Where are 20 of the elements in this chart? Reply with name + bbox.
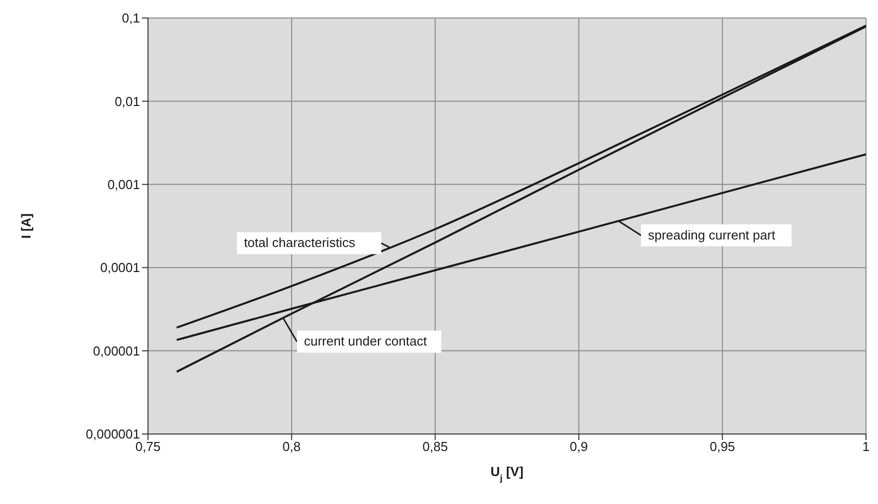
y-tick-label: 0,0001 [100,260,140,276]
y-tick-label: 0,01 [114,94,140,109]
y-tick-label: 0,001 [107,177,140,192]
callout-label: current under contact [282,317,442,353]
x-tick-label: 0,75 [135,439,161,454]
x-axis-title: U$_{j}$ [V] [490,464,524,483]
y-tick-label: 0,000001 [86,426,140,442]
callout-label: spreading current part [618,220,792,246]
x-tick-label: 0,8 [282,439,301,454]
y-tick-label: 0,00001 [93,343,140,358]
x-tick-label: 1 [862,439,870,454]
annotation: spreading current part [648,227,776,242]
x-tick-label: 0,9 [570,439,588,454]
annotation: current under contact [304,334,428,349]
y-axis-title: I [A] [18,213,34,239]
callout-label: total characteristics [236,232,390,254]
x-tick-label: 0,85 [422,439,448,454]
x-tick-label: 0,95 [710,439,736,454]
annotation: total characteristics [244,235,356,250]
y-tick-label: 0,1 [122,10,140,26]
